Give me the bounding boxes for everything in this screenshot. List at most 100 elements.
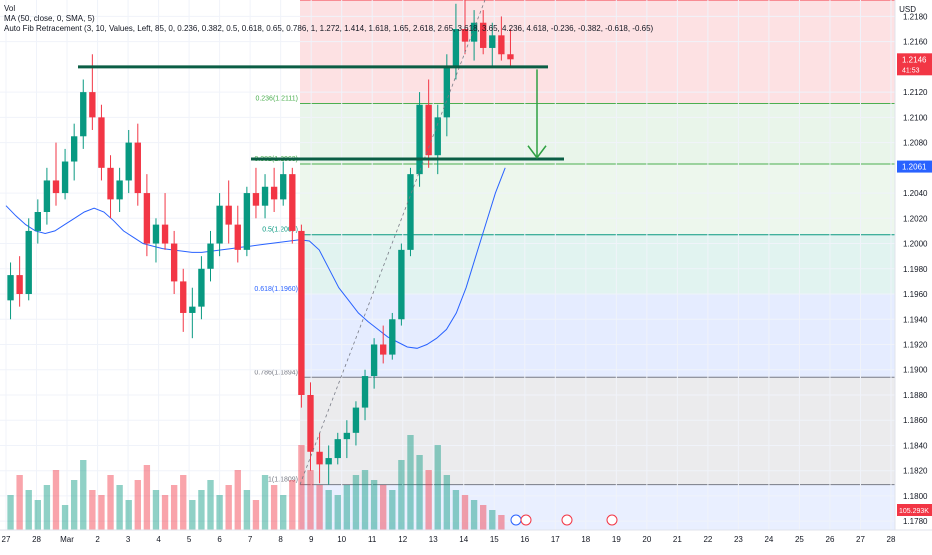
volume-bar [416,455,423,530]
fib-zone [300,377,895,485]
volume-bar [189,500,196,530]
candle-body [80,92,87,137]
time-tick: 8 [278,535,283,544]
time-tick: 4 [156,535,161,544]
volume-bar [180,475,187,530]
candle-body [134,142,141,194]
candle-body [498,35,505,55]
candle-body [89,92,96,118]
volume-bar [461,495,469,530]
volume-bar [443,475,451,530]
time-tick: 20 [642,535,651,544]
volume-bar [289,480,296,530]
candles [7,0,514,485]
time-tick: 7 [248,535,253,544]
legend-fib[interactable]: Auto Fib Retracement (3, 10, Values, Lef… [4,24,654,33]
fib-label: 0.786(1.1894) [254,369,298,376]
price-tick: 1.1800 [903,492,928,501]
volume-bar [225,485,232,530]
candle-body [198,268,205,307]
time-tick: 17 [551,535,560,544]
price-tick: 1.1960 [903,290,928,299]
volume-bar [480,505,487,530]
candle-body [16,275,23,295]
candle-body [307,394,314,452]
volume-bar [143,465,151,530]
time-tick: 14 [459,535,468,544]
candle-body [398,249,405,320]
volume-bar [216,495,223,530]
candle-body [161,224,169,244]
candle-body [61,161,69,194]
volume-bar [170,485,178,530]
volume-bar [25,490,32,530]
volume-bar [380,485,387,530]
event-icon [606,514,618,526]
price-tick: 1.1980 [903,265,928,274]
time-tick: 11 [368,535,377,544]
event-icon [510,514,522,526]
volume-bar [152,490,160,530]
fib-label: 0.618(1.1960) [254,286,298,293]
volume-bar [434,445,441,530]
time-tick: 26 [826,535,835,544]
candle-body [125,142,132,181]
candle-body [325,458,332,465]
price-tick: 1.2080 [903,139,928,148]
price-tick: 1.1920 [903,341,928,350]
candle-body [170,243,178,282]
volume-bar [34,500,41,530]
volume-bar [352,475,360,530]
candle-body [461,29,469,42]
time-tick: 27 [856,535,865,544]
volume-bar [52,470,60,530]
volume-bar [325,490,332,530]
event-icon [520,514,532,526]
volume-bar [198,490,205,530]
candle-body [316,451,323,465]
ma-line [5,167,506,349]
candle-body [470,22,478,42]
moving-average [5,167,506,349]
candle-body [507,54,514,60]
fib-zones: 0.236(1.2111)0.382(1.2063)0.5(1.2007)0.6… [254,0,895,530]
volume-badge-text: 105.293K [899,508,929,515]
time-tick: 10 [337,535,346,544]
volume-bar [489,510,496,530]
legend: Vol MA (50, close, 0, SMA, 5) Auto Fib R… [4,4,653,34]
volume-bar [280,495,287,530]
time-tick: 21 [673,535,682,544]
time-tick: 19 [612,535,621,544]
candle-body [107,167,114,200]
candle-body [416,104,423,175]
time-tick: Mar [60,535,74,544]
candle-body [270,186,278,200]
volume-bars [7,435,505,530]
time-tick: 2 [95,535,100,544]
candle-body [452,29,460,67]
legend-vol[interactable]: Vol [4,4,16,13]
time-tick: 18 [581,535,590,544]
volume-bar [498,515,505,530]
time-tick: 28 [32,535,41,544]
fib-zone [300,0,895,104]
volume-bar [207,480,214,530]
candle-body [25,230,32,295]
price-badge-fib [897,160,932,173]
candle-body [52,180,60,194]
fib-label: 0.236(1.2111) [255,95,298,102]
legend-ma[interactable]: MA (50, close, 0, SMA, 5) [4,14,95,23]
volume-bar [470,500,478,530]
candle-body [389,319,396,355]
volume-bar [234,470,241,530]
volume-bar [370,480,378,530]
fib-zone [300,164,895,235]
candle-body [298,230,305,395]
volume-bar [161,495,169,530]
candle-body [252,193,260,206]
time-tick: 22 [703,535,712,544]
volume-bar [116,485,123,530]
volume-bar [316,485,323,530]
